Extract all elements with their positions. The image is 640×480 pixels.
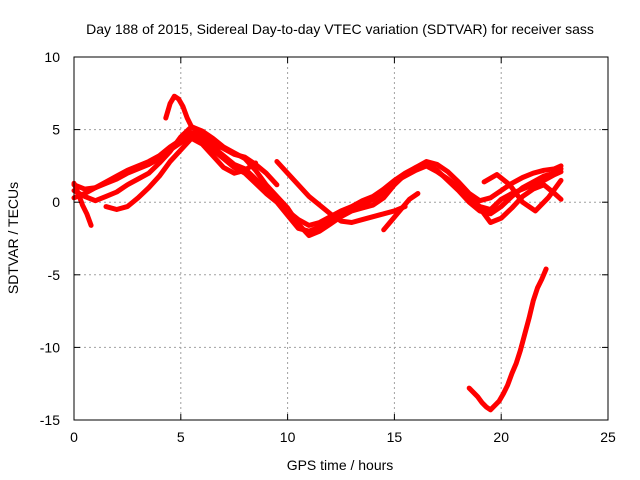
series-track-9 [466,266,549,413]
x-tick-label: 0 [70,429,78,445]
grid [74,57,608,420]
series-track-1 [71,130,564,228]
series-layer [71,93,564,413]
tick-labels: 0 5 10 15 20 25 -15 -10 -5 0 5 10 [40,49,616,445]
x-axis-label: GPS time / hours [287,457,394,473]
y-tick-label: 5 [52,122,60,138]
ticks [73,56,609,421]
series-track-8 [381,191,421,233]
series-track-7 [274,159,408,225]
series-track-11 [481,172,564,214]
x-tick-label: 20 [493,429,509,445]
x-tick-label: 5 [177,429,185,445]
series-track-4 [71,180,94,228]
plot-frame [73,56,609,421]
y-tick-label: 10 [44,49,60,65]
series-track-6 [103,135,259,212]
x-tick-label: 10 [280,429,296,445]
y-tick-label: 0 [52,194,60,210]
x-tick-label: 15 [387,429,403,445]
y-tick-label: -10 [40,339,60,355]
y-axis-label: SDTVAR / TECUs [5,182,21,294]
series-track-5 [163,93,280,188]
y-tick-label: -15 [40,412,60,428]
x-tick-label: 25 [600,429,616,445]
series-track-3 [71,132,564,234]
y-tick-label: -5 [48,267,61,283]
chart-title: Day 188 of 2015, Sidereal Day-to-day VTE… [86,21,594,37]
